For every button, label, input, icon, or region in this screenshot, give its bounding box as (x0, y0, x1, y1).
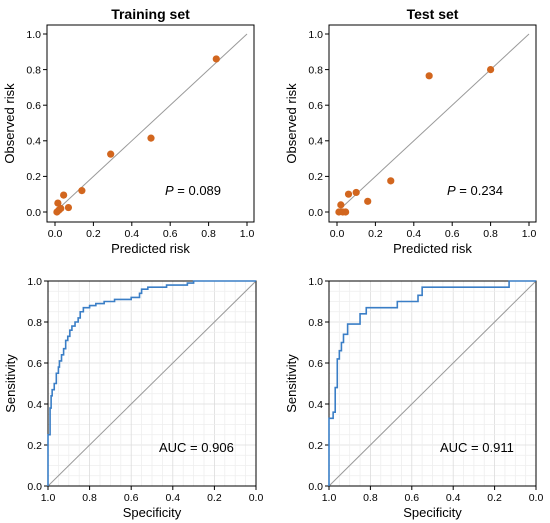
data-point (107, 150, 115, 158)
y-tick-label: 0.8 (27, 317, 42, 329)
y-tick-label: 0.2 (26, 171, 41, 183)
data-point (387, 177, 395, 185)
y-tick-label: 0.0 (308, 207, 323, 219)
data-point (64, 203, 73, 212)
data-point (147, 134, 155, 142)
y-axis-label: Observed risk (284, 83, 299, 164)
x-tick-label: 0.8 (201, 228, 216, 240)
data-point (344, 190, 353, 198)
y-tick-label: 0.0 (26, 207, 41, 219)
p-value-annotation: P = 0.234 (447, 183, 503, 198)
y-tick-label: 0.2 (27, 440, 42, 452)
train-roc-panel: 1.0 0.8 0.6 0.4 0.2 0.0 0.0 0.2 0.4 0.6 0.8 1.0 Spec… (3, 276, 263, 520)
y-tick-label: 0.4 (27, 399, 42, 411)
x-tick-label: 0.2 (487, 492, 502, 504)
data-point (212, 55, 220, 63)
y-tick-label: 0.4 (308, 399, 323, 411)
p-symbol: P (447, 183, 456, 198)
x-tick-label: 0.4 (124, 228, 139, 240)
x-tick-label: 1.0 (522, 228, 537, 240)
y-tick-label: 0.0 (308, 481, 323, 493)
x-tick-label: 0.0 (529, 492, 544, 504)
x-tick-label: 0.8 (363, 492, 378, 504)
auc-annotation: AUC = 0.906 (159, 440, 234, 455)
x-axis-label: Predicted risk (111, 241, 190, 256)
x-tick-label: 0.4 (446, 492, 461, 504)
y-tick-label: 1.0 (26, 29, 41, 41)
chart-title: Test set (407, 6, 459, 22)
plot-frame (46, 24, 255, 223)
train-calibration-panel: 0.0 0.2 0.4 0.6 0.8 1.0 0.0 0.2 0.4 0.6 0.8 1.0 Pred… (2, 6, 255, 256)
chart-title: Training set (111, 6, 190, 22)
reference-line (336, 33, 530, 213)
y-tick-label: 0.8 (308, 64, 323, 76)
data-point (60, 191, 68, 199)
x-tick-label: 0.2 (86, 228, 101, 240)
y-tick-label: 0.6 (308, 100, 323, 112)
data-point (342, 208, 350, 216)
y-tick-label: 0.0 (27, 481, 42, 493)
y-tick-label: 0.8 (308, 317, 323, 329)
x-axis-label: Specificity (403, 505, 462, 520)
data-point (78, 187, 86, 195)
plot-frame (328, 280, 537, 487)
y-tick-label: 1.0 (308, 276, 323, 288)
x-tick-label: 1.0 (41, 492, 56, 504)
data-point (54, 199, 62, 207)
x-tick-label: 0.4 (165, 492, 180, 504)
p-value-annotation: P = 0.089 (165, 183, 221, 198)
y-tick-label: 0.6 (27, 358, 42, 370)
x-tick-label: 0.6 (404, 492, 419, 504)
x-tick-label: 0.6 (124, 492, 139, 504)
x-tick-label: 1.0 (322, 492, 337, 504)
x-tick-label: 0.0 (48, 228, 63, 240)
data-point (352, 188, 360, 197)
data-point (487, 66, 495, 74)
x-tick-label: 0.8 (82, 492, 97, 504)
x-tick-label: 0.8 (483, 228, 498, 240)
y-tick-label: 0.8 (26, 64, 41, 76)
y-tick-label: 0.6 (308, 358, 323, 370)
y-tick-label: 0.4 (308, 136, 323, 148)
reference-line (54, 33, 248, 213)
y-axis-label: Sensitivity (3, 354, 18, 413)
test-roc-panel: 1.0 0.8 0.6 0.4 0.2 0.0 0.0 0.2 0.4 0.6 0.8 1.0 Spec… (284, 276, 543, 520)
x-axis-label: Specificity (123, 505, 182, 520)
y-tick-label: 0.4 (26, 136, 41, 148)
data-point (425, 72, 433, 80)
x-tick-label: 0.6 (163, 228, 178, 240)
p-value-text: = 0.234 (456, 183, 503, 198)
y-axis-label: Observed risk (2, 83, 17, 164)
x-tick-label: 0.2 (368, 228, 383, 240)
x-tick-label: 0.2 (207, 492, 222, 504)
y-tick-label: 0.6 (26, 100, 41, 112)
reference-line (328, 280, 537, 487)
y-tick-label: 1.0 (308, 29, 323, 41)
y-tick-label: 0.2 (308, 440, 323, 452)
auc-annotation: AUC = 0.911 (440, 440, 514, 455)
x-axis-label: Predicted risk (393, 241, 472, 256)
x-tick-label: 1.0 (240, 228, 255, 240)
plot-frame (328, 24, 537, 223)
reference-line (47, 280, 257, 487)
y-tick-label: 0.2 (308, 171, 323, 183)
p-symbol: P (165, 183, 174, 198)
roc-curve (47, 280, 256, 486)
roc-curve (328, 280, 536, 486)
data-point (57, 204, 65, 213)
x-tick-label: 0.6 (445, 228, 460, 240)
y-axis-label: Sensitivity (284, 354, 299, 413)
plot-frame (47, 280, 257, 487)
x-tick-label: 0.0 (330, 228, 345, 240)
y-tick-label: 1.0 (27, 276, 42, 288)
data-point (364, 197, 372, 205)
x-tick-label: 0.4 (406, 228, 421, 240)
x-tick-label: 0.0 (249, 492, 264, 504)
data-point (337, 201, 345, 209)
test-calibration-panel: 0.0 0.2 0.4 0.6 0.8 1.0 0.0 0.2 0.4 0.6 0.8 1.0 Pred… (284, 6, 537, 256)
p-value-text: = 0.089 (174, 183, 221, 198)
